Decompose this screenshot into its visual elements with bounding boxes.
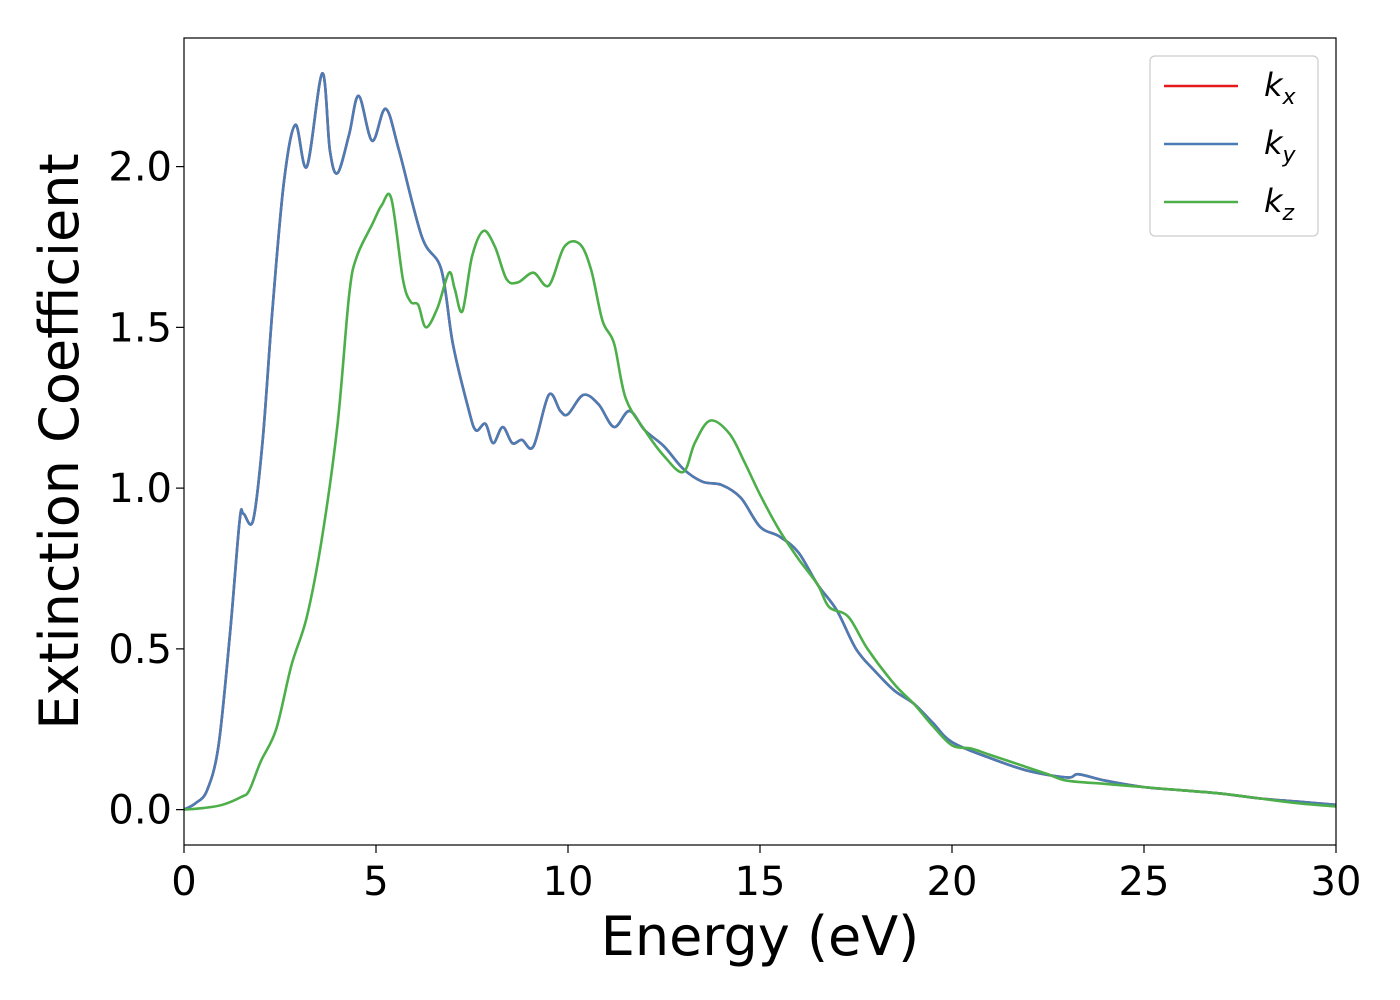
legend-label-z: kz: [1264, 182, 1295, 226]
x-tick-label: 20: [927, 859, 978, 905]
y-tick-label: 1.0: [108, 466, 172, 512]
series-layer: [183, 72, 1337, 811]
series-line-y: [183, 72, 1337, 811]
y-tick-label: 1.5: [108, 305, 172, 351]
x-tick-label: 10: [543, 859, 594, 905]
legend-label-subscript: y: [1282, 143, 1297, 168]
x-tick-label: 0: [171, 859, 196, 905]
x-tick-label: 5: [363, 859, 388, 905]
x-tick-label: 25: [1119, 859, 1170, 905]
x-axis-label: Energy (eV): [601, 905, 920, 968]
legend-label-base: k: [1264, 124, 1284, 162]
y-axis-label: Extinction Coefficient: [28, 153, 91, 729]
y-tick-label: 2.0: [108, 145, 172, 191]
y-tick-label: 0.0: [108, 788, 172, 834]
ticks-layer: 0 5 10 15 20 25 30 0.0 0.5 1.0 1.5 2.0: [108, 145, 1361, 905]
legend-box: [1149, 55, 1319, 237]
x-tick-label: 30: [1311, 859, 1362, 905]
legend-label-base: k: [1264, 66, 1284, 104]
legend-label-subscript: x: [1282, 85, 1297, 110]
legend-label-y: ky: [1264, 124, 1297, 168]
series-line-z: [183, 192, 1337, 811]
legend-label-x: kx: [1264, 66, 1297, 110]
legend-label-subscript: z: [1282, 201, 1295, 226]
legend-label-base: k: [1264, 182, 1284, 220]
y-tick-label: 0.5: [108, 627, 172, 673]
x-tick-label: 15: [735, 859, 786, 905]
